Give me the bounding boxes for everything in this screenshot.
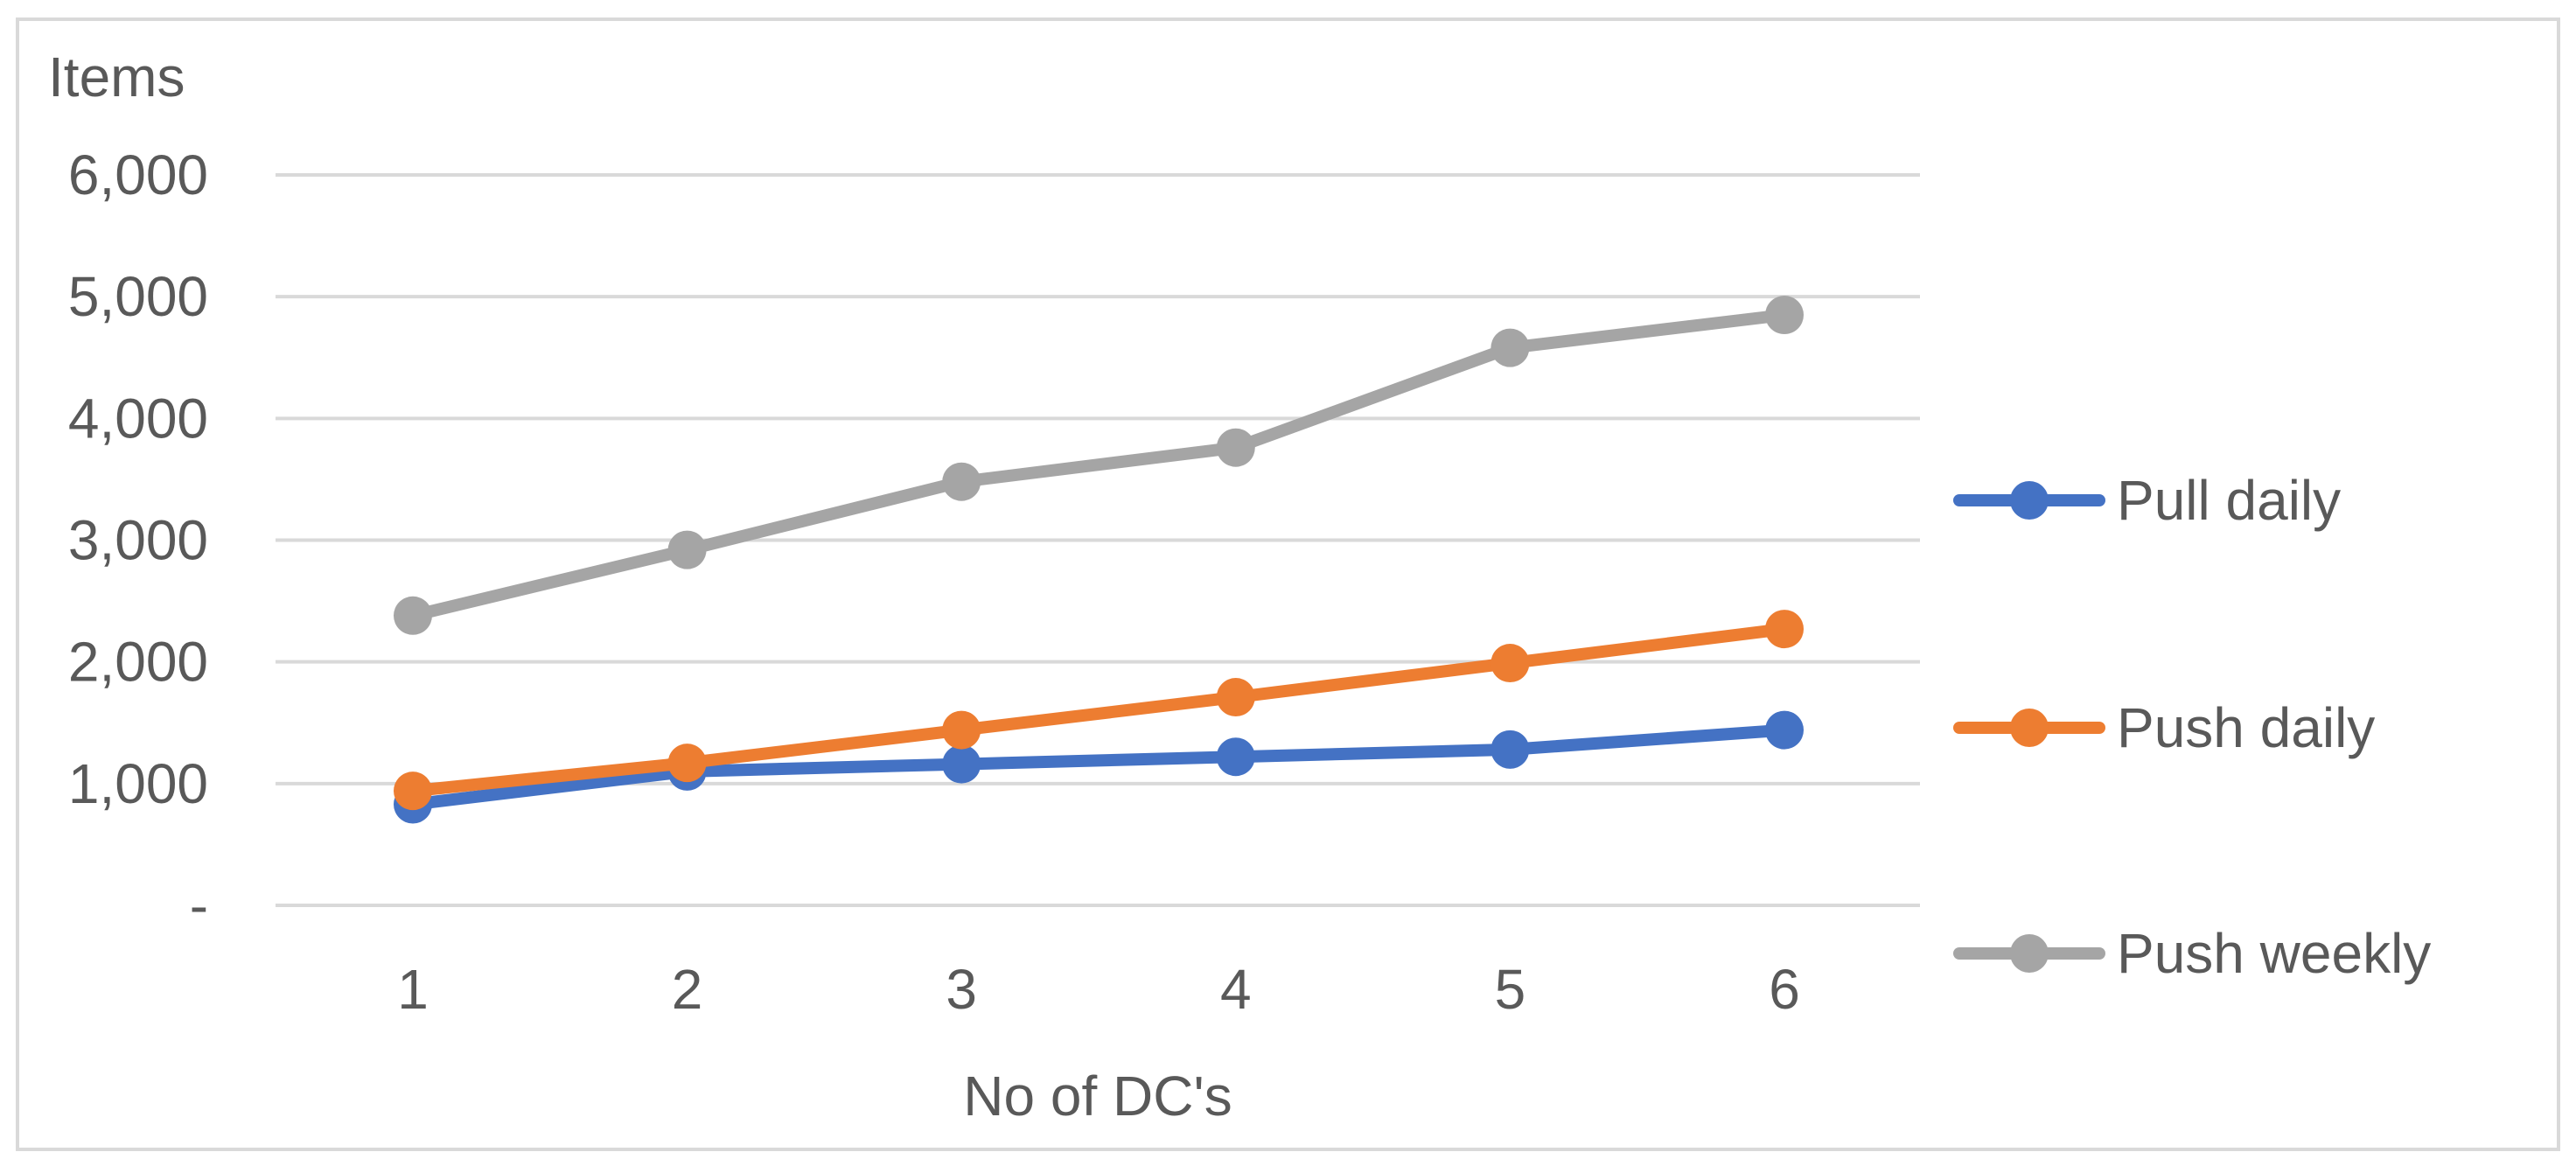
data-point <box>942 710 981 750</box>
y-tick-label: 2,000 <box>68 631 208 694</box>
series-line <box>407 623 1791 798</box>
x-tick-label: 1 <box>397 958 429 1021</box>
data-point <box>942 462 981 501</box>
x-axis-label: No of DC's <box>963 1065 1232 1128</box>
y-axis-ticks: - 1,000 2,000 3,000 4,000 5,000 6,000 <box>68 143 208 937</box>
series-layer <box>394 296 1804 824</box>
y-tick-label: - <box>190 874 208 937</box>
x-tick-label: 4 <box>1220 958 1252 1021</box>
y-axis-label: Items <box>48 45 185 108</box>
y-tick-label: 6,000 <box>68 143 208 206</box>
data-point <box>1490 644 1530 683</box>
chart-border <box>16 17 2560 1151</box>
data-point <box>942 744 981 784</box>
legend-swatch-marker <box>2010 934 2049 973</box>
data-point <box>1216 737 1255 777</box>
data-point <box>1765 610 1804 649</box>
x-axis-ticks: 1 2 3 4 5 6 <box>397 958 1800 1021</box>
data-point <box>667 744 707 783</box>
series-push-daily <box>394 610 1804 811</box>
data-point <box>1490 730 1530 769</box>
x-tick-label: 5 <box>1495 958 1526 1021</box>
x-tick-label: 3 <box>946 958 977 1021</box>
legend-label: Push daily <box>2117 696 2375 759</box>
x-tick-label: 6 <box>1769 958 1800 1021</box>
y-tick-label: 3,000 <box>68 509 208 572</box>
legend-swatch-marker <box>2010 709 2049 747</box>
data-point <box>394 596 432 635</box>
series-line <box>407 309 1791 622</box>
data-point <box>1490 328 1530 367</box>
legend-item: Push weekly <box>1953 922 2431 985</box>
legend-label: Pull daily <box>2117 469 2341 532</box>
y-tick-label: 4,000 <box>68 387 208 450</box>
data-point <box>1765 710 1804 750</box>
legend-item: Pull daily <box>1953 469 2341 532</box>
x-tick-label: 2 <box>672 958 703 1021</box>
legend-swatch-marker <box>2010 481 2049 520</box>
legend-label: Push weekly <box>2117 922 2431 985</box>
legend-item: Push daily <box>1953 696 2375 759</box>
data-point <box>1765 296 1804 335</box>
data-point <box>1216 678 1255 717</box>
data-point <box>667 530 707 569</box>
y-tick-label: 5,000 <box>68 265 208 328</box>
y-tick-label: 1,000 <box>68 752 208 815</box>
legend: Pull daily Push daily Push weekly <box>1953 469 2431 985</box>
data-point <box>394 772 432 811</box>
series-push-weekly <box>394 296 1804 635</box>
series-line <box>407 723 1791 811</box>
data-point <box>1216 428 1255 467</box>
